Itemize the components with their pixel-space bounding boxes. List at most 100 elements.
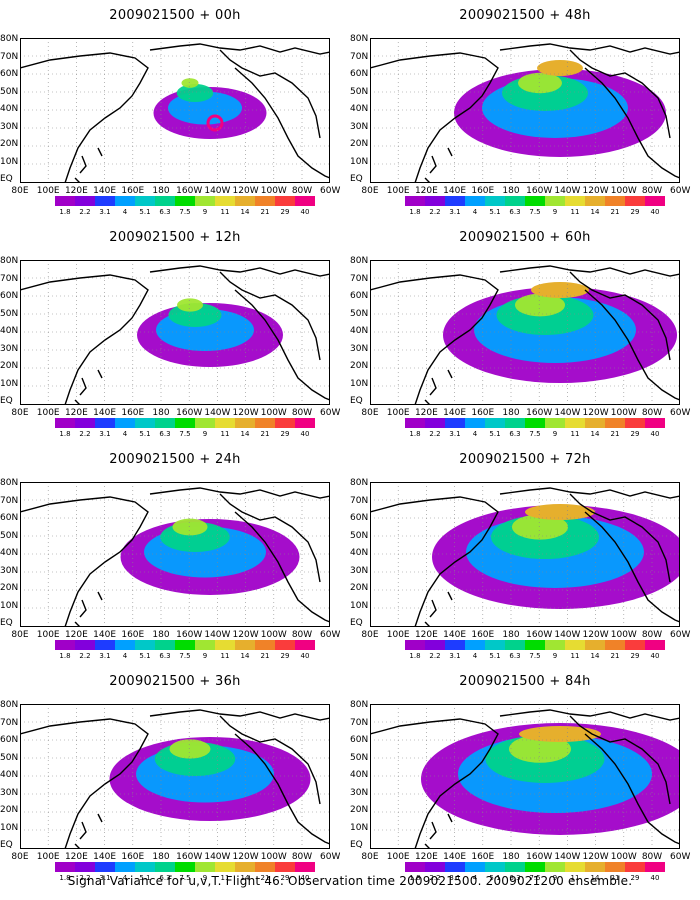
- signal-contour: [172, 518, 208, 536]
- coastline: [20, 52, 149, 183]
- signal-contour: [206, 114, 224, 132]
- coastline: [149, 265, 330, 277]
- colorbar-swatch: [405, 418, 425, 428]
- signal-contour: [525, 504, 595, 520]
- colorbar-label: 3.1: [449, 652, 461, 660]
- longitude-label: 80W: [291, 630, 313, 640]
- colorbar-label: 4: [122, 430, 128, 438]
- latitude-label: 50N: [0, 752, 19, 763]
- colorbar-label: 14: [240, 208, 250, 216]
- coastline: [499, 43, 680, 55]
- latitude-label: 50N: [350, 86, 369, 97]
- latitude-label: 70N: [350, 51, 369, 62]
- colorbar-swatch: [625, 418, 645, 428]
- longitude-label: 120W: [582, 630, 609, 640]
- colorbar: [55, 640, 315, 650]
- colorbar-label: 2.2: [429, 430, 441, 438]
- coastline: [149, 487, 330, 499]
- colorbar-swatch: [525, 862, 545, 872]
- latitude-label: 70N: [0, 51, 19, 62]
- coastline: [219, 271, 321, 361]
- latitude-label: 80N: [350, 478, 369, 488]
- colorbar-swatch: [275, 418, 295, 428]
- colorbar-label: 4: [122, 208, 128, 216]
- latitude-label: 10N: [350, 378, 369, 389]
- colorbar-swatch: [645, 196, 665, 206]
- longitude-label: 120E: [414, 852, 438, 862]
- colorbar-swatch: [175, 418, 195, 428]
- colorbar-label: 40: [650, 430, 660, 438]
- colorbar-label: 40: [300, 430, 310, 438]
- colorbar-swatch: [75, 418, 95, 428]
- latitude-label: 20N: [0, 583, 19, 593]
- longitude-label: 80E: [361, 852, 379, 862]
- latitude-label: EQ: [350, 840, 363, 850]
- latitude-label: 30N: [350, 565, 369, 576]
- longitude-label: 180: [152, 852, 170, 862]
- colorbar-swatch: [155, 418, 175, 428]
- longitude-label: 80W: [641, 408, 663, 418]
- longitude-label: 80W: [641, 630, 663, 640]
- colorbar-label: 2.2: [79, 430, 91, 438]
- latitude-label: 50N: [350, 530, 369, 541]
- longitude-label: 160W: [526, 852, 553, 862]
- colorbar-label: 7.5: [179, 430, 191, 438]
- longitude-label: 140E: [93, 630, 117, 640]
- longitude-label: 60W: [320, 852, 341, 862]
- colorbar-swatch: [525, 196, 545, 206]
- longitude-label: 60W: [670, 186, 691, 196]
- colorbar-swatch: [135, 640, 155, 650]
- coastline: [370, 274, 499, 405]
- coastline: [569, 49, 671, 139]
- colorbar-swatch: [55, 196, 75, 206]
- longitude-label: 120W: [232, 186, 259, 196]
- colorbar-label: 11: [220, 430, 230, 438]
- colorbar-swatch: [585, 862, 605, 872]
- longitude-label: 100W: [610, 630, 637, 640]
- longitude-label: 160W: [176, 852, 203, 862]
- colorbar-label: 9: [202, 652, 208, 660]
- longitude-label: 120W: [232, 408, 259, 418]
- colorbar-swatch: [75, 196, 95, 206]
- colorbar-label: 6.3: [509, 430, 521, 438]
- colorbar-swatch: [545, 418, 565, 428]
- colorbar-swatch: [625, 196, 645, 206]
- colorbar-swatch: [295, 862, 315, 872]
- colorbar-label: 6.3: [159, 652, 171, 660]
- longitude-label: 60W: [670, 852, 691, 862]
- panel-title: 2009021500 + 00h: [109, 8, 241, 23]
- colorbar-swatch: [625, 640, 645, 650]
- longitude-label: 80E: [361, 630, 379, 640]
- colorbar-label: 4: [122, 874, 128, 882]
- colorbar-label: 6.3: [159, 874, 171, 882]
- colorbar-label: 1.8: [59, 652, 71, 660]
- latitude-label: 30N: [350, 121, 369, 132]
- colorbar-swatch: [565, 196, 585, 206]
- panel-title: 2009021500 + 12h: [109, 230, 241, 245]
- colorbar-swatch: [505, 862, 525, 872]
- figure-caption: Signal Variance for u,v,T. Flight 46. Ob…: [67, 874, 633, 888]
- colorbar-label: 21: [260, 208, 270, 216]
- colorbar-label: 6.3: [159, 208, 171, 216]
- colorbar-swatch: [625, 862, 645, 872]
- colorbar-label: 40: [300, 208, 310, 216]
- panel-title: 2009021500 + 60h: [459, 230, 591, 245]
- colorbar-label: 29: [280, 430, 290, 438]
- colorbar-swatch: [55, 418, 75, 428]
- signal-contour: [537, 60, 583, 76]
- latitude-label: EQ: [350, 174, 363, 184]
- colorbar-label: 11: [570, 430, 580, 438]
- latitude-label: 80N: [0, 34, 19, 44]
- longitude-label: 180: [152, 186, 170, 196]
- latitude-label: 20N: [350, 805, 369, 815]
- map-plot: [20, 260, 330, 405]
- longitude-label: 140W: [204, 852, 231, 862]
- colorbar-swatch: [565, 640, 585, 650]
- latitude-label: 20N: [0, 805, 19, 815]
- coastline: [234, 511, 330, 623]
- coastline: [149, 43, 330, 55]
- latitude-label: 80N: [0, 478, 19, 488]
- colorbar: [405, 418, 665, 428]
- longitude-label: 140E: [443, 186, 467, 196]
- latitude-label: 30N: [0, 343, 19, 354]
